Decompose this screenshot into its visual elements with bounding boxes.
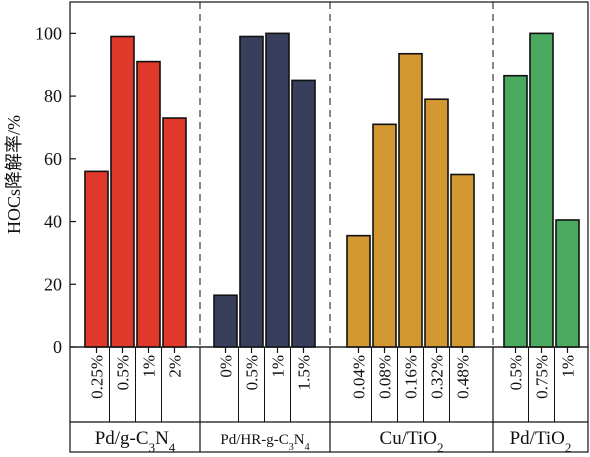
x-tick-label: 2% <box>166 355 185 378</box>
bar[interactable] <box>213 294 238 348</box>
y-tick-label: 100 <box>35 23 62 43</box>
group-name-part: Pd/HR-g-C <box>220 432 288 448</box>
x-tick-label: 0.04% <box>350 355 369 399</box>
y-tick-label: 40 <box>44 212 62 232</box>
x-tick-label: 0.5% <box>243 355 262 390</box>
y-tick-label: 60 <box>44 149 62 169</box>
bar[interactable] <box>398 52 423 348</box>
group-name-part: N <box>294 432 305 448</box>
group-name-label: Cu/TiO2 <box>380 428 444 455</box>
bar[interactable] <box>503 74 528 348</box>
group-name-part: Pd/g-C <box>95 428 149 449</box>
x-tick-label: 0.75% <box>533 355 552 399</box>
x-tick-label: 0% <box>217 355 236 378</box>
group-name-label: Pd/g-C3N4 <box>95 428 176 455</box>
y-tick-label: 0 <box>53 337 62 357</box>
x-tick-label: 0.25% <box>88 355 107 399</box>
category-table-frame <box>69 346 589 453</box>
y-tick-label: 20 <box>44 274 62 294</box>
x-tick-label: 0.32% <box>428 355 447 399</box>
x-tick-label: 0.48% <box>454 355 473 399</box>
group-name-label: Pd/HR-g-C3N4 <box>220 432 309 453</box>
bar[interactable] <box>162 117 187 348</box>
bar[interactable] <box>450 173 475 348</box>
bar[interactable] <box>529 32 554 348</box>
subscript: 4 <box>169 440 176 455</box>
x-tick-label: 1% <box>269 355 288 378</box>
bar[interactable] <box>424 98 449 348</box>
subscript: 4 <box>305 442 310 453</box>
subscript: 3 <box>289 442 294 453</box>
bar[interactable] <box>372 123 397 348</box>
x-tick-label: 0.5% <box>507 355 526 390</box>
subscript: 3 <box>149 440 156 455</box>
bar[interactable] <box>110 35 135 348</box>
x-tick-label: 1% <box>559 355 578 378</box>
bar[interactable] <box>555 219 580 348</box>
bar[interactable] <box>84 170 109 348</box>
bar[interactable] <box>239 35 264 348</box>
group-name-label: Pd/TiO2 <box>510 428 572 455</box>
subscript: 2 <box>437 440 444 455</box>
group-name-part: N <box>155 428 169 449</box>
bar[interactable] <box>346 234 371 348</box>
x-tick-label: 0.5% <box>114 355 133 390</box>
subscript: 2 <box>565 440 572 455</box>
x-tick-label: 1.5% <box>295 355 314 390</box>
x-tick-label: 0.08% <box>376 355 395 399</box>
group-name-part: Pd/TiO <box>510 428 565 449</box>
x-tick-label: 0.16% <box>402 355 421 399</box>
bar[interactable] <box>136 60 161 348</box>
y-axis-title: HOCs降解率/% <box>4 115 24 234</box>
x-tick-label: 1% <box>140 355 159 378</box>
bar[interactable] <box>265 32 290 348</box>
y-tick-label: 80 <box>44 86 62 106</box>
bar[interactable] <box>291 79 316 348</box>
group-name-part: Cu/TiO <box>380 428 437 449</box>
